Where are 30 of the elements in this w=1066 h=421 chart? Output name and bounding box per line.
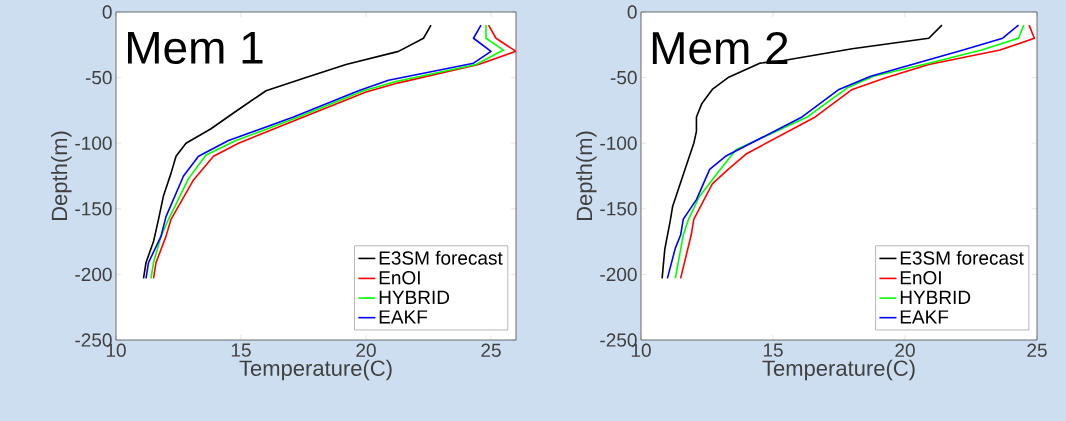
legend-label: E3SM forecast <box>379 250 503 265</box>
y-tick-label: -50 <box>610 70 637 85</box>
x-tick-label: 25 <box>1027 343 1047 357</box>
annotation: Mem 1 <box>127 31 263 64</box>
legend-label: EnOI <box>379 271 420 285</box>
y-tick-label: -150 <box>600 202 637 216</box>
legend-label: EnOI <box>900 271 941 285</box>
y-axis-title: Depth(m) <box>576 131 597 221</box>
legend-label: HYBRID <box>900 290 971 304</box>
x-tick-label: 25 <box>481 343 501 357</box>
legend-label: EAKF <box>379 310 428 324</box>
y-axis-title: Depth(m) <box>51 131 72 221</box>
legend-label: EAKF <box>900 310 949 324</box>
y-tick-label: -50 <box>85 70 112 85</box>
y-tick-label: -200 <box>75 267 112 282</box>
y-tick-label: -100 <box>600 136 637 150</box>
y-tick-label: 0 <box>102 5 112 19</box>
x-axis-title: Temperature(C) <box>239 359 392 381</box>
legend-label: HYBRID <box>379 290 450 304</box>
x-tick-label: 20 <box>356 343 376 357</box>
x-tick-label: 15 <box>763 343 783 357</box>
x-tick-label: 15 <box>231 343 251 357</box>
x-axis-title: Temperature(C) <box>762 359 915 381</box>
annotation: Mem 2 <box>652 31 788 65</box>
y-tick-label: 0 <box>627 5 637 19</box>
x-tick-label: 20 <box>895 343 915 357</box>
legend-label: E3SM forecast <box>900 250 1024 265</box>
y-tick-label: -150 <box>75 202 112 216</box>
y-tick-label: -100 <box>75 136 112 150</box>
y-tick-label: -200 <box>600 267 637 282</box>
